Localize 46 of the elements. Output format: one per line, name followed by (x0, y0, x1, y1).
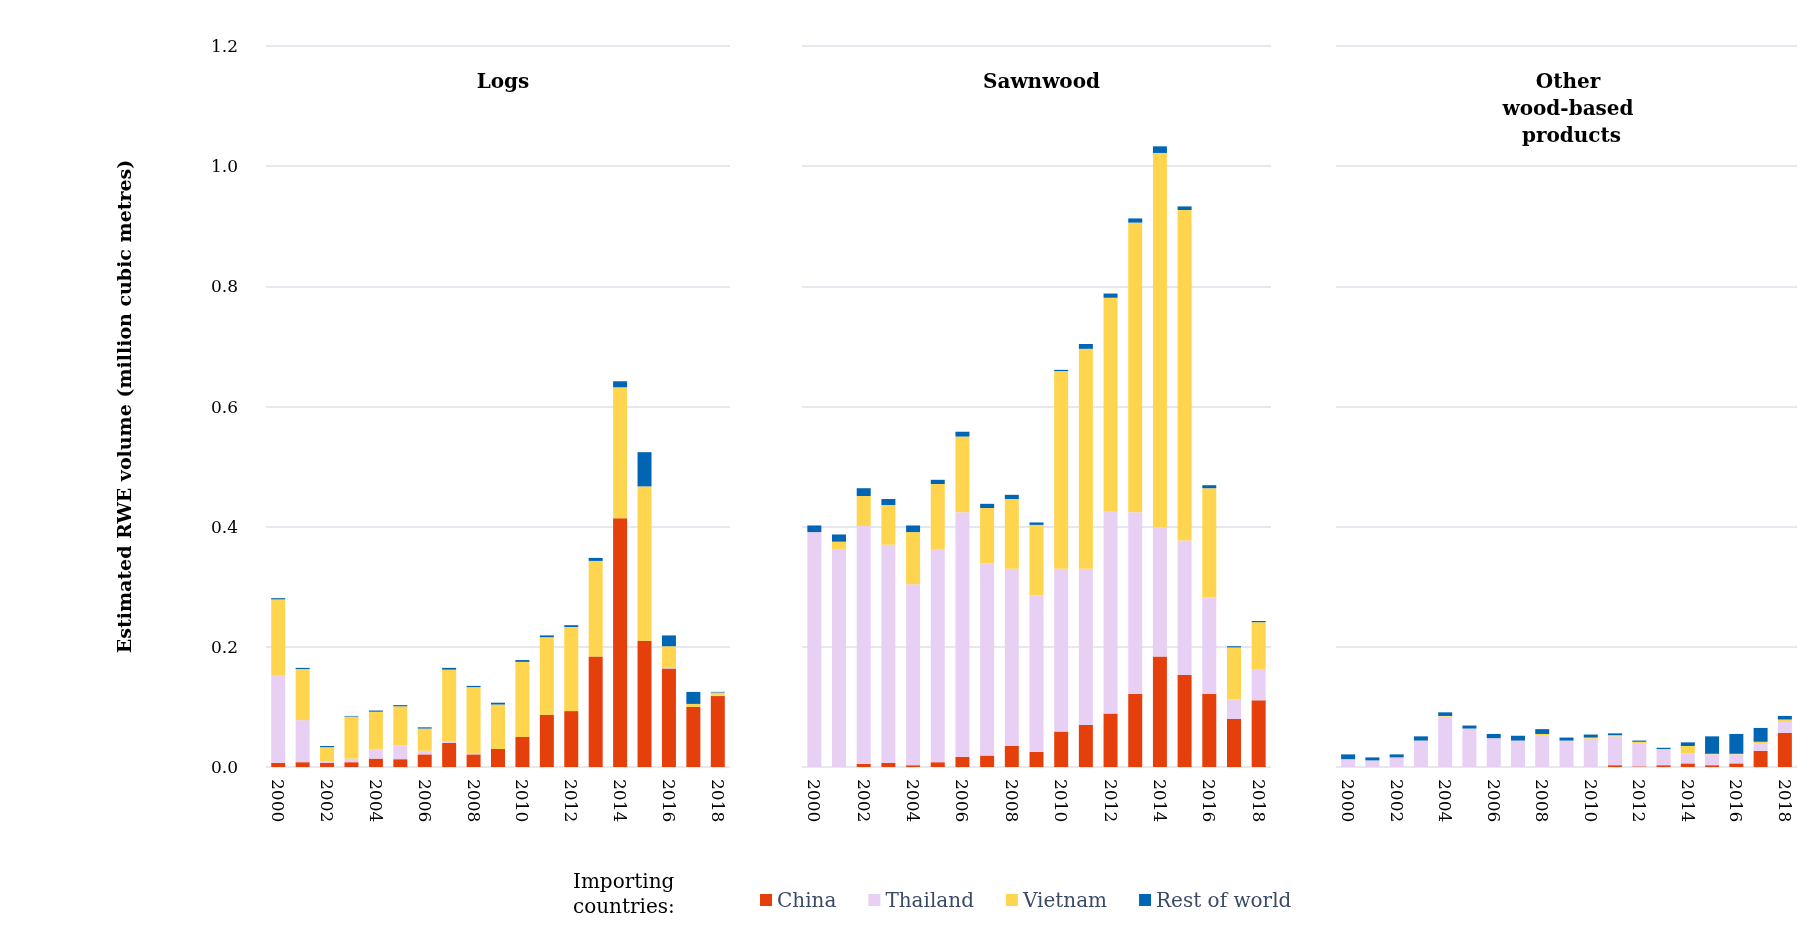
x-tick-label: 2018 (707, 779, 728, 823)
x-tick-label: 2014 (1677, 779, 1698, 823)
legend-label: Vietnam (1021, 888, 1108, 912)
x-tick-label: 2018 (1774, 779, 1795, 823)
x-tick-label: 2000 (804, 779, 825, 823)
x-tick-label: 2014 (610, 779, 631, 823)
x-tick-label: 2018 (1248, 779, 1269, 823)
x-tick-label: 2002 (1386, 779, 1407, 823)
x-tick-label: 2012 (561, 779, 582, 823)
x-tick-label: 2010 (512, 779, 533, 823)
y-tick-label: 0.6 (210, 396, 238, 417)
x-tick-label: 2006 (414, 779, 435, 823)
text: Logs (476, 68, 530, 93)
x-tick-label: 2008 (1001, 779, 1022, 823)
x-tick-label: 2016 (658, 779, 679, 823)
x-tick-label: 2002 (853, 779, 874, 823)
x-tick-label: 2016 (1726, 779, 1747, 823)
y-axis-title: Estimated RWE volume (million cubic metres) (113, 159, 135, 654)
text: Other wood-based products (1501, 68, 1641, 147)
x-tick-label: 2004 (365, 779, 386, 823)
x-tick-label: 2004 (1435, 779, 1456, 823)
x-tick-label: 2010 (1580, 779, 1601, 823)
x-tick-label: 2012 (1100, 779, 1121, 823)
y-tick-label: 1.0 (210, 156, 238, 177)
x-tick-label: 2010 (1051, 779, 1072, 823)
x-tick-label: 2014 (1149, 779, 1170, 823)
y-tick-label: 0.4 (210, 516, 238, 537)
x-tick-label: 2008 (1532, 779, 1553, 823)
x-tick-label: 2002 (317, 779, 338, 823)
x-tick-label: 2012 (1629, 779, 1650, 823)
legend-label: Rest of world (1156, 888, 1292, 912)
x-tick-label: 2000 (1338, 779, 1359, 823)
legend-title: Importing countries: (573, 868, 681, 918)
x-tick-label: 2006 (952, 779, 973, 823)
x-tick-label: 2008 (463, 779, 484, 823)
y-tick-label: 1.2 (210, 36, 238, 56)
x-tick-label: 2006 (1483, 779, 1504, 823)
legend-label: China (777, 888, 837, 912)
x-tick-label: 2000 (268, 779, 289, 823)
legend-label: Thailand (885, 888, 975, 912)
y-tick-label: 0.0 (210, 757, 238, 777)
x-tick-label: 2016 (1199, 779, 1220, 823)
y-tick-label: 0.2 (210, 636, 238, 657)
y-tick-label: 0.8 (210, 276, 238, 297)
x-tick-label: 2004 (903, 779, 924, 823)
text: Sawnwood (982, 68, 1101, 93)
